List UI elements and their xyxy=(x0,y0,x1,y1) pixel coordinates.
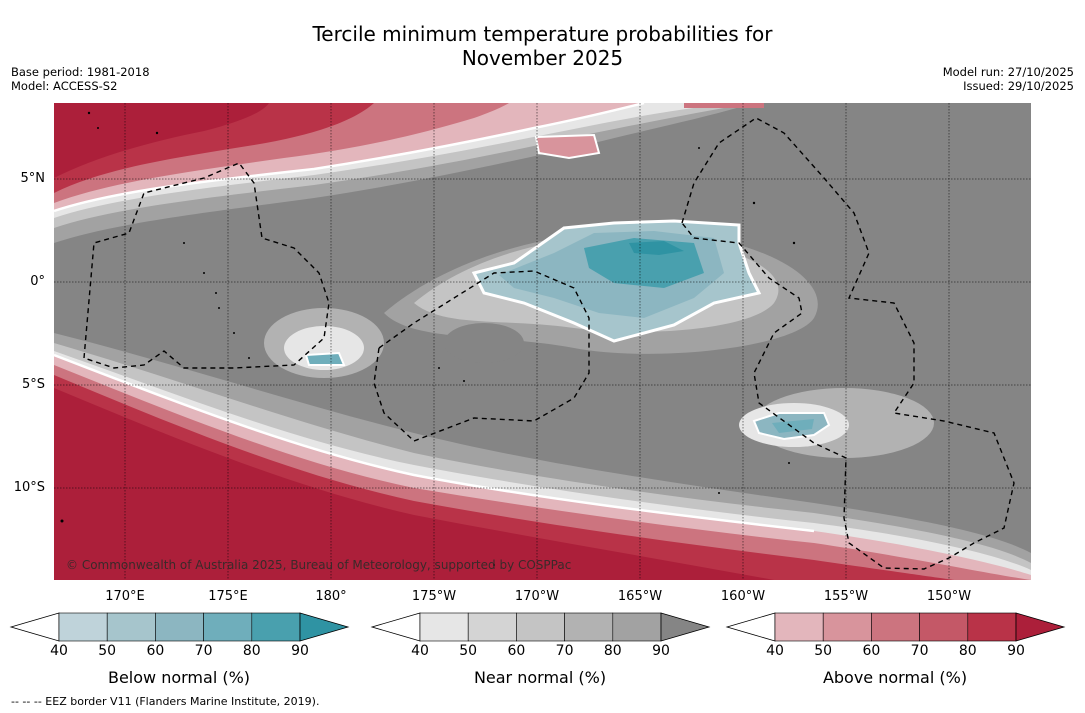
lat-label-5n: 5°N xyxy=(20,171,46,186)
colorbar-segment xyxy=(106,612,156,642)
colorbar-segment xyxy=(822,612,872,642)
lon-label-170e: 170°E xyxy=(105,589,145,604)
graticule xyxy=(54,103,1031,580)
colorbar-segment xyxy=(58,612,108,642)
title-line-2: November 2025 xyxy=(461,46,624,70)
colorbar-tick: 70 xyxy=(910,643,929,659)
map-title: Tercile minimum temperature probabilitie… xyxy=(0,22,1085,70)
colorbar-segment xyxy=(203,612,253,642)
colorbar-below-normal xyxy=(9,612,350,642)
below-normal-region xyxy=(304,219,831,441)
colorbar-tick: 80 xyxy=(242,643,261,659)
colorbar-tick: 40 xyxy=(411,643,429,659)
islands xyxy=(60,111,796,566)
colorbar-tick: 40 xyxy=(50,643,68,659)
colorbar-segment xyxy=(564,612,614,642)
copyright-note: © Commonwealth of Australia 2025, Bureau… xyxy=(66,558,572,572)
colorbar-segment xyxy=(871,612,920,642)
colorbar-segment xyxy=(919,612,969,642)
model-run: Model run: 27/10/2025 xyxy=(942,65,1074,79)
lat-label-10s: 10°S xyxy=(13,480,45,495)
meta-left: Base period: 1981-2018 Model: ACCESS-S2 xyxy=(11,65,150,93)
eez-footnote: -- -- -- EEZ border V11 (Flanders Marine… xyxy=(11,695,320,708)
north-above-normal-region xyxy=(54,103,764,243)
above-normal-label: Above normal (%) xyxy=(822,668,968,687)
colorbar-segment xyxy=(774,612,824,642)
near-normal-label: Near normal (%) xyxy=(473,668,607,687)
colorbar-segment xyxy=(251,612,301,642)
colorbar-tick: 90 xyxy=(652,643,670,659)
colorbar-tick: 50 xyxy=(814,643,833,659)
lon-label-175w: 175°W xyxy=(411,589,457,604)
colorbar-above-normal xyxy=(725,612,1066,642)
lat-label-0: 0° xyxy=(30,274,45,289)
colorbar-tick: 80 xyxy=(603,643,622,659)
colorbar-tick: 80 xyxy=(958,643,977,659)
colorbar-tick: 50 xyxy=(98,643,117,659)
colorbar-tick: 70 xyxy=(194,643,213,659)
colorbar-tick: 90 xyxy=(1007,643,1025,659)
colorbar-segment xyxy=(516,612,565,642)
base-period: Base period: 1981-2018 xyxy=(11,65,150,79)
lon-label-170w: 170°W xyxy=(514,589,560,604)
colorbar-left-extend xyxy=(725,612,776,642)
colorbar-left-extend xyxy=(9,612,60,642)
issued-date: Issued: 29/10/2025 xyxy=(963,79,1074,93)
colorbar-segment xyxy=(612,612,662,642)
colorbar-segment xyxy=(967,612,1017,642)
colorbar-right-extend xyxy=(299,612,350,642)
model-name: Model: ACCESS-S2 xyxy=(11,79,118,93)
colorbar-tick: 50 xyxy=(459,643,478,659)
colorbar-left-extend xyxy=(370,612,421,642)
probability-map: © Commonwealth of Australia 2025, Bureau… xyxy=(54,103,1031,580)
colorbar-tick: 60 xyxy=(862,643,881,659)
colorbar-right-extend xyxy=(660,612,711,642)
meta-right: Model run: 27/10/2025 Issued: 29/10/2025 xyxy=(943,65,1074,93)
colorbar-segment xyxy=(467,612,517,642)
colorbar-segment xyxy=(155,612,204,642)
colorbars xyxy=(9,612,1066,642)
colorbar-near-normal xyxy=(370,612,711,642)
lon-label-180: 180° xyxy=(315,589,347,604)
colorbar-tick: 60 xyxy=(507,643,526,659)
colorbar-tick: 60 xyxy=(146,643,165,659)
lon-label-165w: 165°W xyxy=(617,589,663,604)
colorbar-tick: 70 xyxy=(555,643,574,659)
eez-borders xyxy=(83,117,1015,570)
lon-label-175e: 175°E xyxy=(208,589,248,604)
lat-label-5s: 5°S xyxy=(21,377,45,392)
south-above-normal-region xyxy=(54,333,1031,580)
colorbar-segment xyxy=(419,612,469,642)
lon-label-155w: 155°W xyxy=(823,589,869,604)
title-line-1: Tercile minimum temperature probabilitie… xyxy=(312,22,773,46)
colorbar-tick: 90 xyxy=(291,643,309,659)
lon-label-150w: 150°W xyxy=(926,589,972,604)
colorbar-right-extend xyxy=(1015,612,1066,642)
map-canvas xyxy=(54,103,1031,580)
colorbar-tick: 40 xyxy=(766,643,784,659)
below-normal-label: Below normal (%) xyxy=(107,668,251,687)
lon-label-160w: 160°W xyxy=(720,589,766,604)
